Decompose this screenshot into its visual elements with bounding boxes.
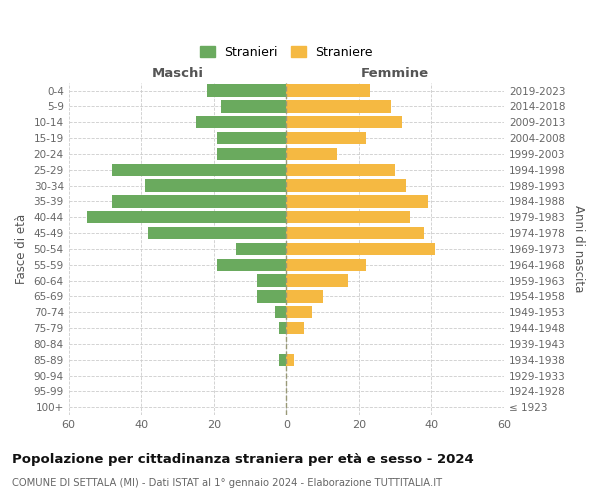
- Bar: [112, 195, 286, 207]
- Bar: [221, 100, 286, 112]
- Bar: [286, 354, 293, 366]
- Text: COMUNE DI SETTALA (MI) - Dati ISTAT al 1° gennaio 2024 - Elaborazione TUTTITALIA: COMUNE DI SETTALA (MI) - Dati ISTAT al 1…: [12, 478, 442, 488]
- Bar: [206, 84, 286, 96]
- Bar: [196, 116, 286, 128]
- Bar: [217, 258, 286, 271]
- Bar: [286, 211, 410, 224]
- Legend: Stranieri, Straniere: Stranieri, Straniere: [196, 42, 377, 63]
- Bar: [286, 180, 406, 192]
- Bar: [87, 211, 286, 224]
- Bar: [286, 290, 323, 302]
- Bar: [286, 116, 403, 128]
- Y-axis label: Anni di nascita: Anni di nascita: [572, 205, 585, 292]
- Bar: [286, 274, 348, 286]
- Bar: [286, 132, 366, 144]
- Bar: [236, 242, 286, 255]
- Bar: [279, 354, 286, 366]
- Text: Femmine: Femmine: [361, 68, 429, 80]
- Bar: [286, 242, 435, 255]
- Bar: [275, 306, 286, 318]
- Y-axis label: Fasce di età: Fasce di età: [15, 214, 28, 284]
- Text: Maschi: Maschi: [151, 68, 203, 80]
- Bar: [217, 132, 286, 144]
- Bar: [257, 290, 286, 302]
- Bar: [286, 227, 424, 239]
- Bar: [279, 322, 286, 334]
- Bar: [286, 322, 304, 334]
- Bar: [286, 164, 395, 176]
- Bar: [286, 195, 428, 207]
- Bar: [217, 148, 286, 160]
- Bar: [286, 148, 337, 160]
- Bar: [145, 180, 286, 192]
- Bar: [286, 306, 311, 318]
- Text: Popolazione per cittadinanza straniera per età e sesso - 2024: Popolazione per cittadinanza straniera p…: [12, 452, 474, 466]
- Bar: [286, 258, 366, 271]
- Bar: [257, 274, 286, 286]
- Bar: [286, 100, 391, 112]
- Bar: [286, 84, 370, 96]
- Bar: [112, 164, 286, 176]
- Bar: [148, 227, 286, 239]
